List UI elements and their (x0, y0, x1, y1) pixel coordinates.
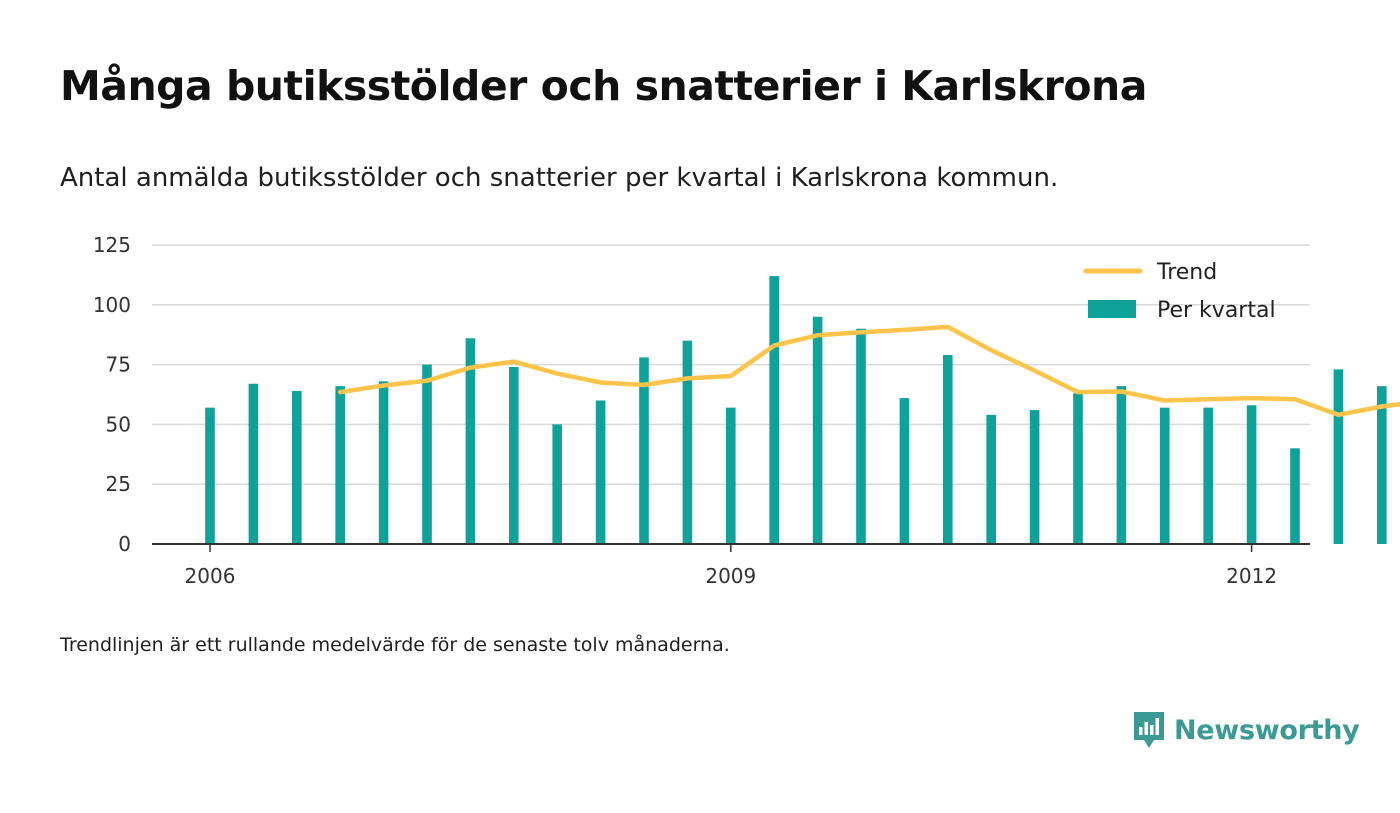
bar (335, 386, 345, 544)
bar (1333, 369, 1344, 544)
bar (509, 366, 519, 544)
brand-logo: Newsworthy (1132, 710, 1360, 750)
bar (856, 328, 866, 544)
bar (1246, 405, 1257, 544)
y-tick-label: 0 (118, 532, 131, 556)
legend-swatch-bars (1088, 300, 1136, 318)
bar (1203, 407, 1213, 544)
newsworthy-logo-icon (1134, 712, 1164, 748)
bar-series (205, 276, 1387, 544)
bar (1377, 386, 1387, 544)
bar (1073, 393, 1083, 544)
y-tick-label: 75 (106, 353, 131, 377)
y-tick-label: 100 (93, 293, 131, 317)
bar (378, 381, 389, 544)
y-tick-label: 25 (106, 472, 131, 496)
y-tick-label: 125 (93, 233, 131, 257)
trend-line (337, 324, 1400, 418)
x-tick-label: 2012 (1226, 564, 1277, 588)
axes: 0255075100125200620092012201520182021202… (93, 233, 1310, 588)
brand-name: Newsworthy (1174, 714, 1360, 746)
bar (248, 383, 259, 544)
bar (1029, 410, 1040, 544)
chart-subtitle: Antal anmälda butiksstölder och snatteri… (60, 163, 1059, 193)
footnote: Trendlinjen är ett rullande medelvärde f… (60, 634, 730, 656)
bar (465, 338, 476, 544)
bar (682, 340, 693, 544)
x-tick-label: 2009 (705, 564, 756, 588)
bar (552, 424, 562, 544)
legend-label-trend: Trend (1156, 260, 1217, 285)
bar (1160, 407, 1170, 544)
bar (726, 407, 736, 544)
bar (1116, 386, 1127, 544)
bar (639, 357, 649, 544)
bar (1290, 448, 1300, 544)
y-tick-label: 50 (106, 412, 131, 436)
chart: 0255075100125200620092012201520182021202… (93, 233, 1400, 588)
chart-title: Många butiksstölder och snatterier i Kar… (60, 62, 1147, 110)
bar (422, 364, 432, 544)
legend-label-bars: Per kvartal (1157, 298, 1276, 323)
bar (986, 414, 996, 544)
bar (812, 316, 823, 544)
bar (943, 355, 953, 544)
bar (205, 407, 215, 544)
bar (769, 276, 779, 544)
bar (595, 400, 606, 544)
trend-series (337, 324, 1400, 418)
legend: Trend Per kvartal (1083, 260, 1276, 323)
bar (899, 398, 910, 544)
bar (292, 390, 302, 544)
x-tick-label: 2006 (185, 564, 236, 588)
